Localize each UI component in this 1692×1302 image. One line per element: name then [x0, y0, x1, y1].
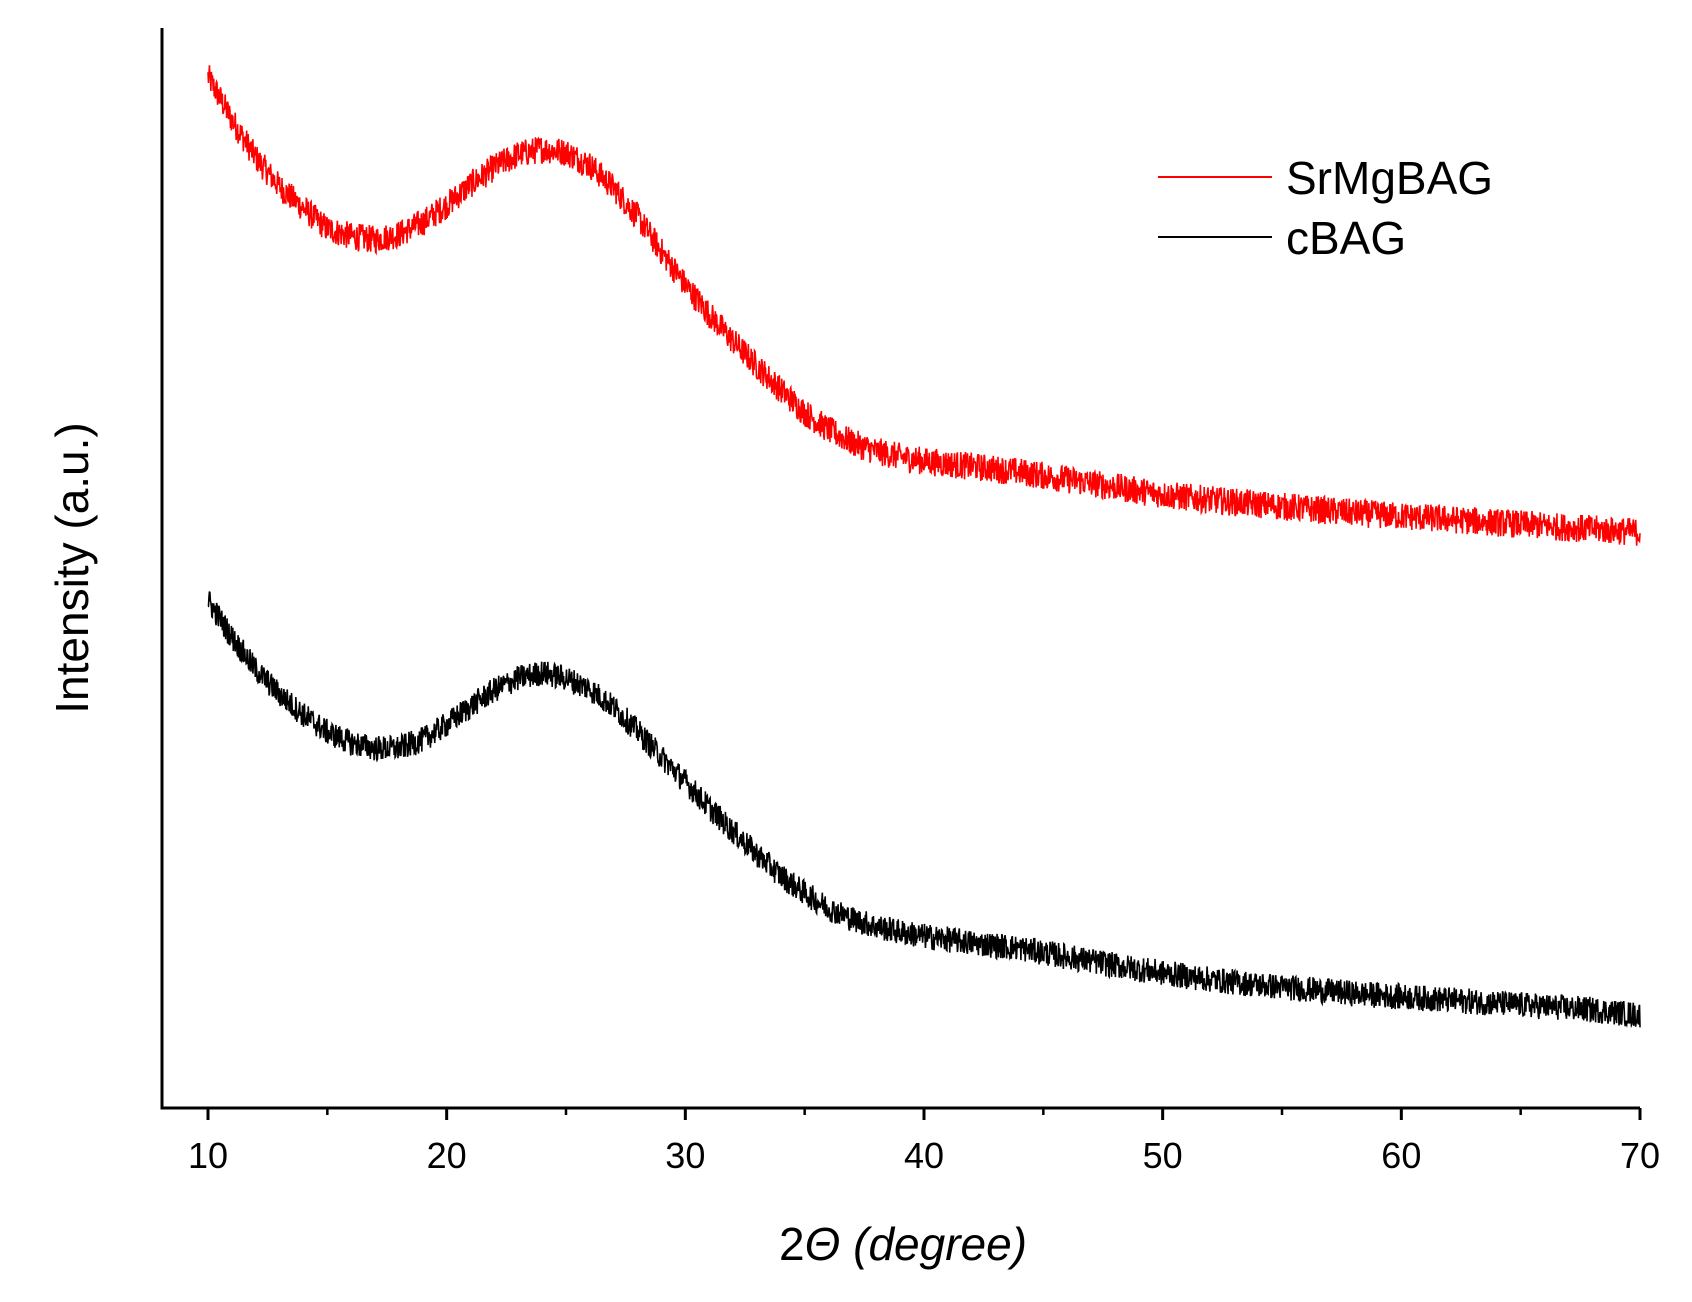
series-line-cbag	[207, 591, 1641, 1029]
theta-symbol: Θ	[805, 1218, 841, 1270]
x-tick-label: 50	[1143, 1135, 1183, 1176]
legend-label-srmgbag: SrMgBAG	[1286, 152, 1493, 204]
series-layer	[207, 65, 1641, 1029]
legend-label-cbag: cBAG	[1286, 212, 1406, 264]
legend: SrMgBAG cBAG	[1158, 152, 1493, 264]
x-axis-ticks: 10 20 30 40 50 60 70	[188, 1108, 1660, 1176]
x-axis-title-suffix: (degree)	[840, 1218, 1027, 1270]
x-tick-label: 40	[904, 1135, 944, 1176]
x-axis-title: 2Θ (degree)	[779, 1218, 1027, 1270]
x-tick-label: 10	[188, 1135, 228, 1176]
x-axis-title-prefix: 2	[779, 1218, 805, 1270]
x-tick-label: 70	[1620, 1135, 1660, 1176]
series-line-srmgbag	[207, 65, 1641, 546]
x-tick-label: 20	[427, 1135, 467, 1176]
x-tick-label: 60	[1381, 1135, 1421, 1176]
x-tick-label: 30	[665, 1135, 705, 1176]
y-axis-title: Intensity (a.u.)	[46, 422, 98, 713]
